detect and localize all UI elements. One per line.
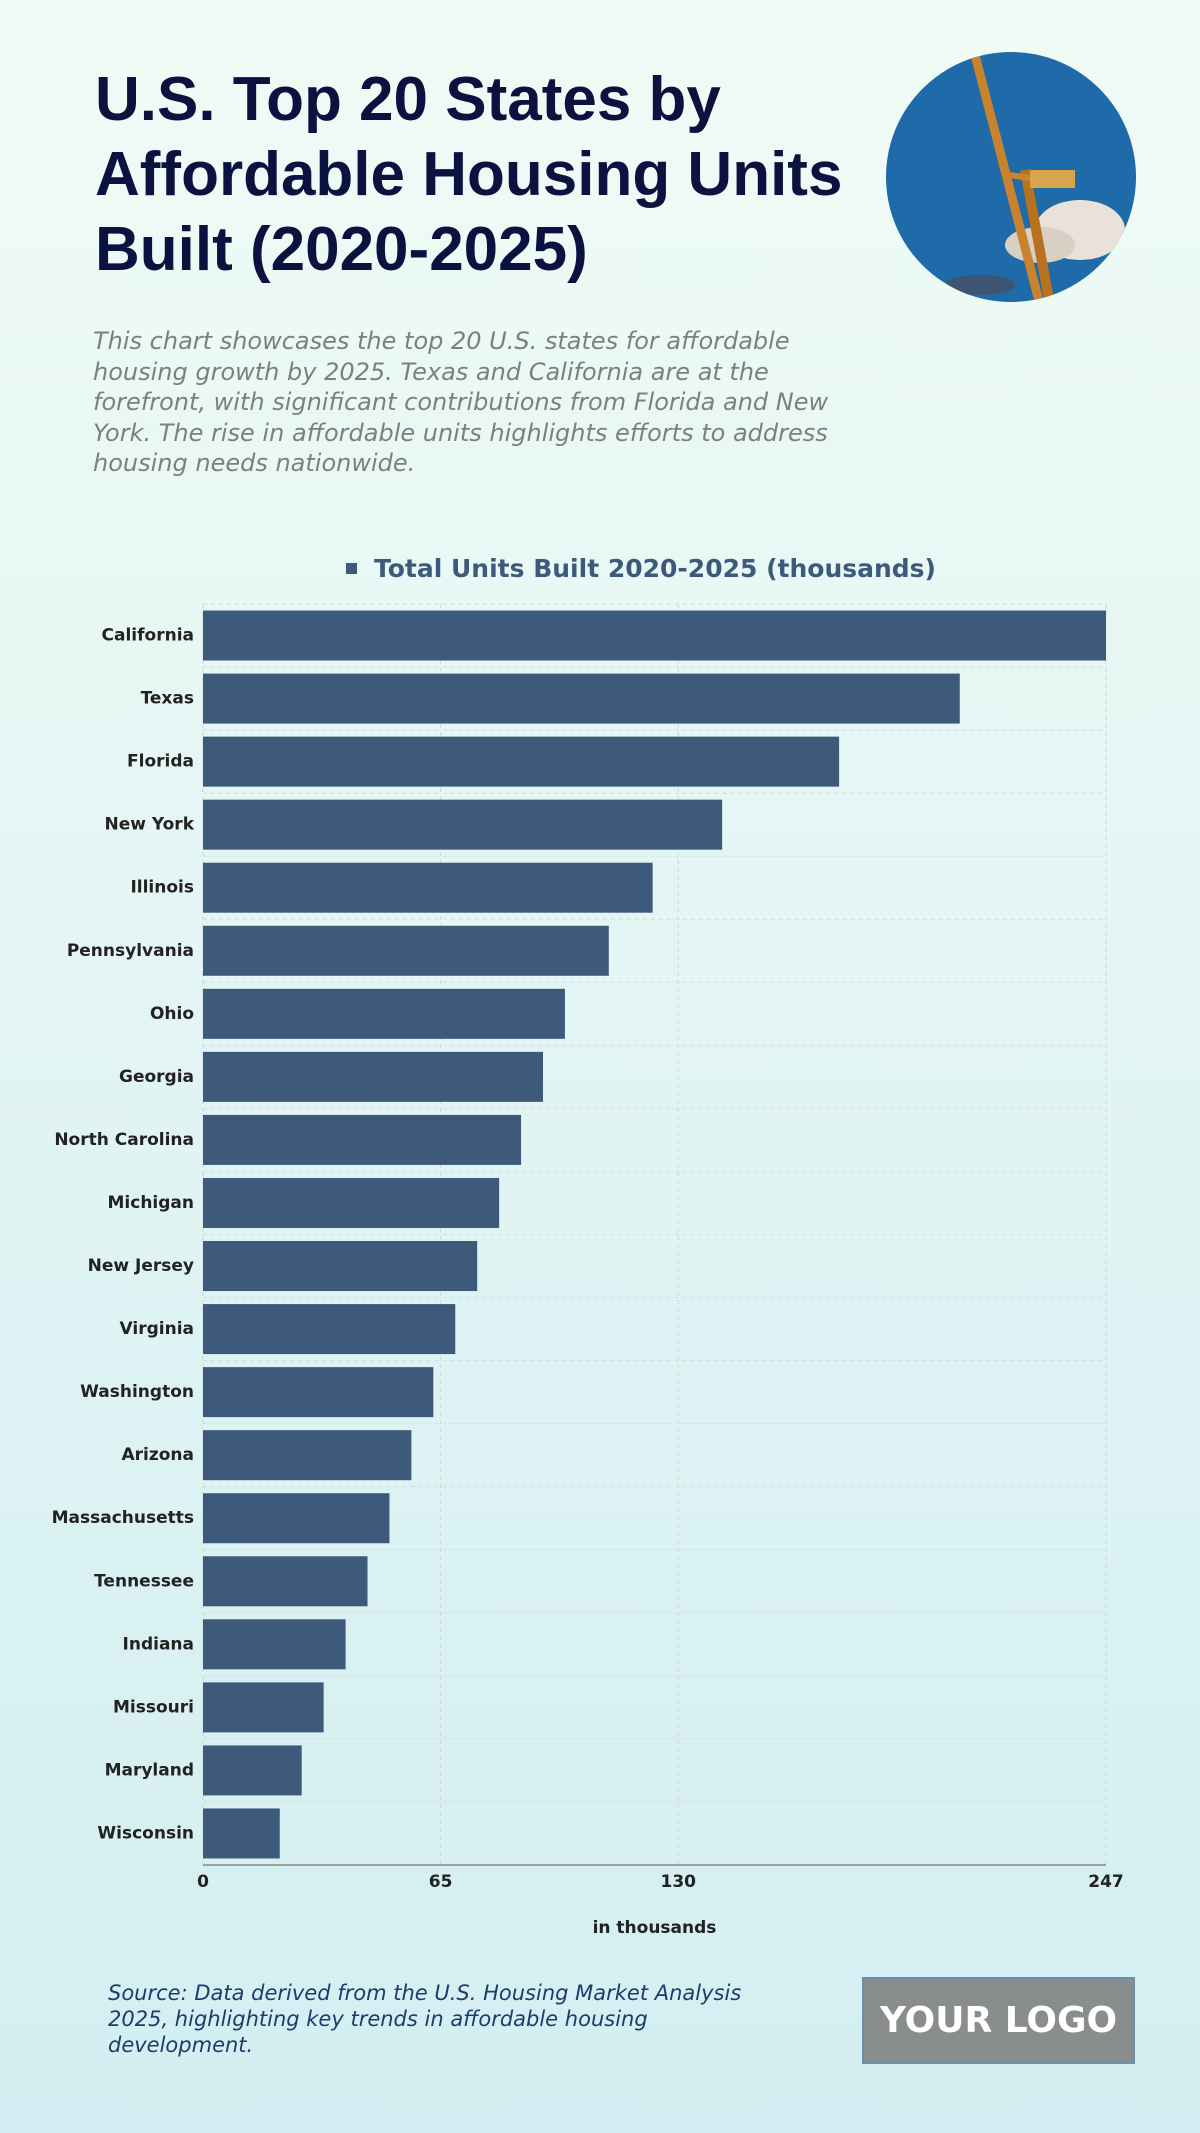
x-tick-label: 130	[661, 1872, 697, 1892]
bar	[203, 1682, 324, 1733]
bar	[203, 1051, 543, 1102]
y-tick-label: Tennessee	[94, 1571, 194, 1591]
y-tick-label: Ohio	[150, 1004, 194, 1024]
y-tick-label: North Carolina	[54, 1130, 194, 1150]
legend-swatch	[346, 563, 357, 574]
y-tick-label: Michigan	[108, 1193, 195, 1213]
logo: YOUR LOGO	[862, 1977, 1135, 2064]
photo	[886, 52, 1136, 302]
y-tick-label: Arizona	[121, 1445, 194, 1465]
source: Source: Data derived from the U.S. Housi…	[108, 1981, 742, 2057]
chart: Total Units Built 2020-2025 (thousands) 0…	[52, 52, 1136, 1938]
y-tick-label: Florida	[127, 752, 194, 772]
bar	[203, 1808, 280, 1859]
y-tick-label: New York	[105, 815, 195, 835]
x-tick-label: 247	[1088, 1872, 1124, 1892]
y-tick-label: Maryland	[105, 1760, 194, 1780]
description: This chart showcases the top 20 U.S. sta…	[93, 327, 829, 477]
bar	[203, 1114, 522, 1165]
bar	[203, 1745, 302, 1796]
bar	[203, 1367, 434, 1418]
title: U.S. Top 20 States by Affordable Housing…	[95, 65, 843, 284]
y-tick-label: California	[102, 626, 194, 646]
bar	[203, 1493, 390, 1544]
legend-label: Total Units Built 2020-2025 (thousands)	[374, 554, 936, 583]
y-tick-label: Virginia	[120, 1319, 194, 1339]
bar	[203, 799, 723, 850]
bar	[203, 862, 653, 913]
y-tick-label: Washington	[80, 1382, 194, 1402]
bar	[203, 1556, 368, 1607]
x-tick-label: 65	[429, 1872, 453, 1892]
bar	[203, 610, 1106, 661]
y-tick-label: Wisconsin	[97, 1823, 194, 1843]
y-tick-label: Pennsylvania	[67, 941, 194, 961]
bar	[203, 673, 960, 724]
bar	[203, 736, 840, 787]
bar	[203, 925, 609, 976]
x-axis-label: in thousands	[593, 1918, 717, 1938]
bar	[203, 1241, 478, 1292]
bar	[203, 1430, 412, 1481]
bar	[203, 1304, 456, 1355]
bar	[203, 1619, 346, 1670]
bar	[203, 1177, 500, 1228]
y-tick-label: Missouri	[113, 1697, 194, 1717]
y-tick-label: Indiana	[123, 1634, 194, 1654]
y-tick-label: Texas	[141, 689, 194, 709]
x-tick-label: 0	[197, 1872, 209, 1892]
y-tick-label: Massachusetts	[52, 1508, 194, 1528]
bar	[203, 988, 565, 1039]
y-tick-label: Georgia	[119, 1067, 194, 1087]
y-tick-label: Illinois	[130, 878, 194, 898]
y-tick-label: New Jersey	[88, 1256, 194, 1276]
